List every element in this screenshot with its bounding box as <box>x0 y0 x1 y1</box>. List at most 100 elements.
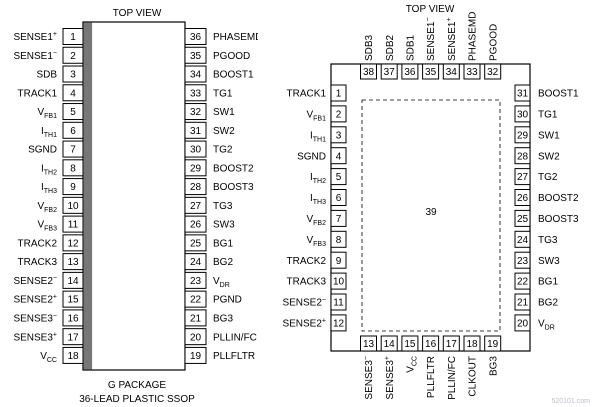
pin-label: TRACK1 <box>18 88 58 99</box>
qfn-pin-4: 4 SGND <box>297 147 347 165</box>
pin-box <box>514 209 531 227</box>
pin-label-subscript: TH2 <box>313 178 326 185</box>
pin-number: 9 <box>70 182 76 193</box>
pin-number: 19 <box>487 339 499 350</box>
pin-box <box>401 335 419 352</box>
pin-box <box>330 147 347 165</box>
pin-label-subscript: FB3 <box>313 241 326 248</box>
pin-label-text: SW3 <box>213 220 235 231</box>
ssop-pin-23: 23 VDR <box>184 271 230 289</box>
pin-box <box>330 105 347 123</box>
pin-number: 30 <box>190 145 202 156</box>
pin-label-superscript: + <box>384 356 391 360</box>
pin-number: 10 <box>67 201 79 212</box>
pin-label: TRACK2 <box>18 238 58 249</box>
ssop-pin-29: 29 BOOST2 <box>184 159 254 177</box>
pin-label-text: SENSE3 <box>13 314 53 325</box>
pin-label-text: SENSE1 <box>13 32 53 43</box>
ssop-pin-10: 10 VFB2 <box>37 196 84 214</box>
pin-label-superscript: + <box>446 17 453 21</box>
pin-box <box>62 328 84 346</box>
pin-label-text: BOOST1 <box>213 70 254 81</box>
ssop-package: TOP VIEW G PACKAGE 36-LEAD PLASTIC SSOP <box>79 8 195 405</box>
pin-box <box>62 84 84 102</box>
pin-box <box>62 290 84 308</box>
pin-box <box>330 126 347 144</box>
pin-label: BOOST3 <box>538 214 579 225</box>
pin-label-subscript: TH3 <box>44 188 57 195</box>
pin-box <box>62 103 84 121</box>
pin-label-subscript: FB2 <box>313 220 326 227</box>
pin-label-text: SENSE1 <box>447 21 458 61</box>
pin-label-text: TG1 <box>213 88 233 99</box>
pin-number: 11 <box>68 220 79 231</box>
pin-box <box>184 328 207 346</box>
qfn-package: TOP VIEW 39 <box>330 4 531 352</box>
pin-label-text: TG2 <box>213 145 233 156</box>
pin-box <box>330 272 347 290</box>
pin-number: 35 <box>425 67 437 78</box>
pin-label: SGND <box>297 151 326 162</box>
pin-box <box>422 335 440 352</box>
pin-box <box>184 253 207 271</box>
pin-label-text: BOOST2 <box>538 193 579 204</box>
pin-number: 3 <box>70 70 76 81</box>
qfn-exposed-pad-number: 39 <box>425 207 437 218</box>
ssop-pin-19: 19 PLLFLTR <box>184 346 255 364</box>
pin-label-superscript: + <box>322 318 326 325</box>
pin-label-text: SDB2 <box>385 34 396 61</box>
pin-label: VDR <box>538 319 555 332</box>
pin-number: 3 <box>336 130 342 141</box>
pin-box <box>62 178 84 196</box>
pin-label-text: SENSE2 <box>282 319 322 330</box>
watermark: 520101.com <box>551 398 590 405</box>
ssop-pin-31: 31 SW2 <box>184 121 235 139</box>
pin-label-subscript: CC <box>412 356 419 366</box>
pin-number: 22 <box>190 295 202 306</box>
pin-number: 35 <box>190 51 202 62</box>
pin-number: 5 <box>336 172 342 183</box>
pin-number: 23 <box>517 256 529 267</box>
pin-label: PGND <box>213 295 242 306</box>
pin-box <box>463 63 481 80</box>
ssop-package-description: 36-LEAD PLASTIC SSOP <box>79 394 195 405</box>
ssop-pin-33: 33 TG1 <box>184 84 233 102</box>
pin-label: SENSE1− <box>13 50 57 62</box>
pin-box <box>62 196 84 214</box>
pin-number: 34 <box>190 70 202 81</box>
qfn-pin-24: 24 TG3 <box>514 230 558 248</box>
ssop-pin-36: 36 PHASEMD <box>184 28 258 45</box>
pin-label-text: BOOST3 <box>538 214 579 225</box>
pin-number: 15 <box>67 295 79 306</box>
ssop-pin-14: 14 SENSE2− <box>13 271 84 289</box>
pin-label-text: I <box>310 130 313 141</box>
ssop-pin-28: 28 BOOST3 <box>184 178 254 196</box>
pin-box <box>62 140 84 158</box>
ssop-pin-20: 20 PLLIN/FC <box>184 328 257 346</box>
pin-number: 20 <box>517 319 529 330</box>
pin-label: TRACK2 <box>287 256 327 267</box>
qfn-pin-28: 28 SW2 <box>514 147 560 165</box>
pin-number: 13 <box>363 339 375 350</box>
qfn-pin-29: 29 SW1 <box>514 126 560 144</box>
pin-label: BG2 <box>213 257 233 268</box>
pin-label: SW3 <box>213 220 235 231</box>
pin-box <box>484 335 502 352</box>
pin-label: SGND <box>28 145 57 156</box>
pin-number: 29 <box>190 163 202 174</box>
ssop-top-view-title: TOP VIEW <box>113 8 162 19</box>
pin-label-superscript: + <box>53 331 57 338</box>
pin-number: 38 <box>363 67 375 78</box>
pin-box <box>401 63 419 80</box>
pin-box <box>184 46 207 64</box>
pin-label-subscript: TH2 <box>44 169 57 176</box>
pin-label: SDB <box>36 70 57 81</box>
pin-box <box>184 103 207 121</box>
pin-label-superscript: − <box>53 313 57 320</box>
pin-label: BG3 <box>213 314 233 325</box>
pin-label: BG3 <box>488 356 499 376</box>
pin-label-text: PLLIN/FC <box>213 332 257 343</box>
pin-box <box>62 121 84 139</box>
pin-box <box>330 168 347 186</box>
pin-number: 37 <box>384 67 396 78</box>
